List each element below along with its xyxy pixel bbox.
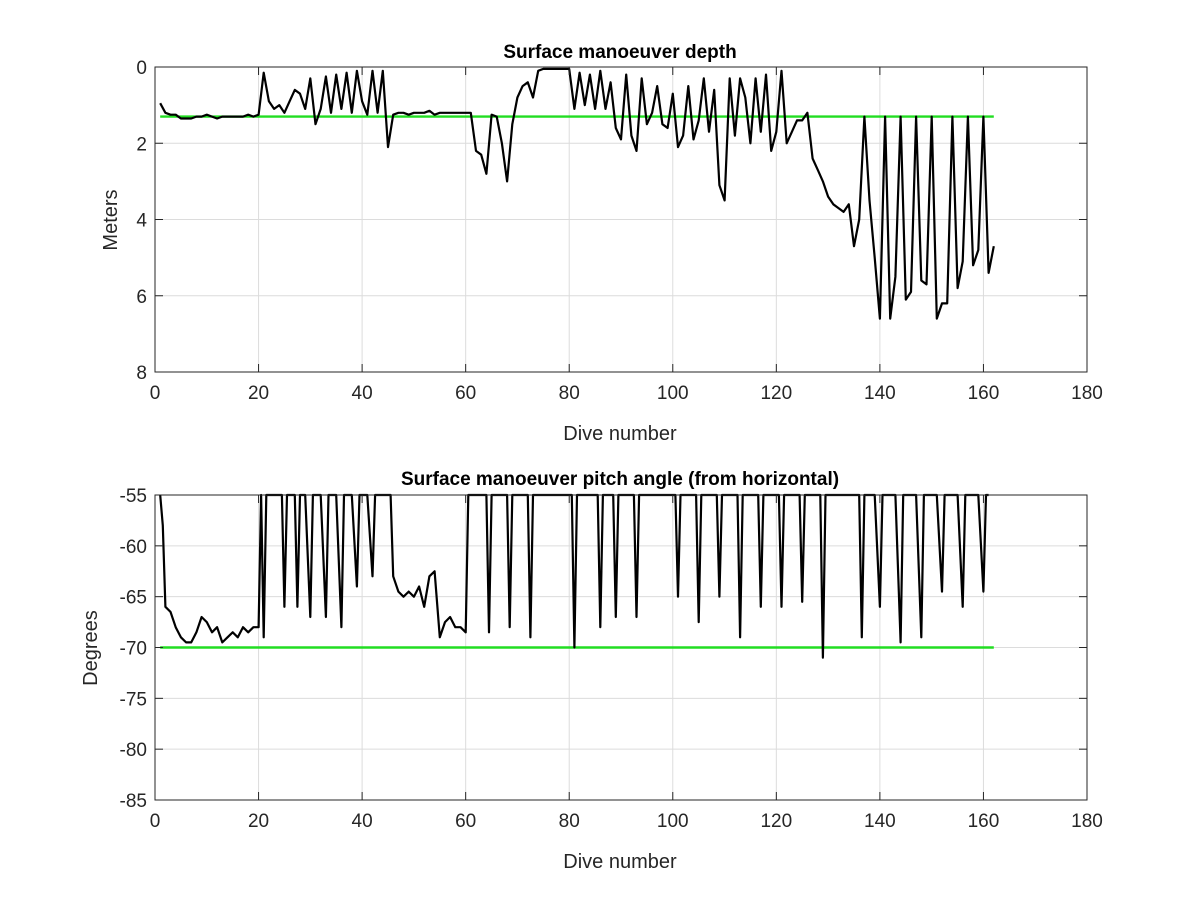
pitch-chart-x-tick-label: 160: [968, 811, 1000, 832]
pitch-chart-x-tick-label: 120: [760, 811, 792, 832]
depth-chart-x-tick-label: 0: [150, 383, 161, 404]
pitch-chart-x-tick-label: 180: [1071, 811, 1103, 832]
depth-chart-axes-frame: [154, 66, 1088, 373]
depth-chart-x-tick-label: 140: [864, 383, 896, 404]
pitch-chart-y-tick-label: -70: [120, 639, 147, 660]
depth-chart-x-label: Dive number: [563, 423, 677, 445]
depth-chart-x-tick-label: 160: [968, 383, 1000, 404]
depth-chart-x-tick-label: 100: [657, 383, 689, 404]
pitch-chart-y-tick-label: -55: [120, 486, 147, 507]
depth-chart: Surface manoeuver depth 0 20 40 60 80 100 120 1…: [100, 42, 1103, 445]
pitch-chart-y-tick-label: -85: [120, 791, 147, 812]
pitch-chart-y-tick-label: -60: [120, 537, 147, 558]
depth-chart-series-line: [159, 67, 995, 320]
depth-chart-x-tick-label: 80: [559, 383, 580, 404]
depth-chart-x-tick-label: 20: [248, 383, 269, 404]
depth-chart-y-tick-label: 8: [136, 363, 147, 384]
pitch-chart-x-label: Dive number: [563, 851, 677, 873]
depth-chart-y-tick-label: 6: [136, 287, 147, 308]
pitch-chart-x-tick-label: 140: [864, 811, 896, 832]
pitch-chart-x-tick-label: 100: [657, 811, 689, 832]
pitch-chart-x-tick-label: 20: [248, 811, 269, 832]
depth-chart-y-tick-label: 0: [136, 58, 147, 79]
pitch-chart: Surface manoeuver pitch angle (from hori…: [80, 469, 1103, 873]
pitch-chart-x-tick-label: 60: [455, 811, 476, 832]
depth-chart-x-tick-label: 40: [352, 383, 373, 404]
depth-chart-title: Surface manoeuver depth: [503, 42, 736, 63]
pitch-chart-title: Surface manoeuver pitch angle (from hori…: [401, 469, 839, 490]
pitch-chart-y-label: Degrees: [80, 610, 102, 686]
depth-chart-y-tick-label: 2: [136, 134, 147, 155]
pitch-chart-axes-frame: [154, 494, 1088, 801]
depth-chart-x-tick-label: 120: [760, 383, 792, 404]
pitch-chart-x-tick-label: 40: [352, 811, 373, 832]
pitch-chart-x-tick-label: 0: [150, 811, 161, 832]
pitch-chart-x-tick-label: 80: [559, 811, 580, 832]
depth-chart-y-tick-label: 4: [136, 211, 147, 232]
pitch-chart-y-tick-label: -65: [120, 588, 147, 609]
pitch-chart-y-tick-label: -80: [120, 740, 147, 761]
depth-chart-series: [159, 67, 995, 320]
depth-chart-x-tick-label: 180: [1071, 383, 1103, 404]
depth-chart-ticks: 0 20 40 60 80 100 120 140 160 180 0 2 4 6 8: [136, 58, 1102, 404]
pitch-chart-y-tick-label: -75: [120, 689, 147, 710]
depth-chart-x-tick-label: 60: [455, 383, 476, 404]
depth-chart-y-label: Meters: [100, 189, 122, 250]
pitch-chart-ticks: 0 20 40 60 80 100 120 140 160 180 -55 -60 -65 -70 -75 -…: [120, 486, 1103, 832]
